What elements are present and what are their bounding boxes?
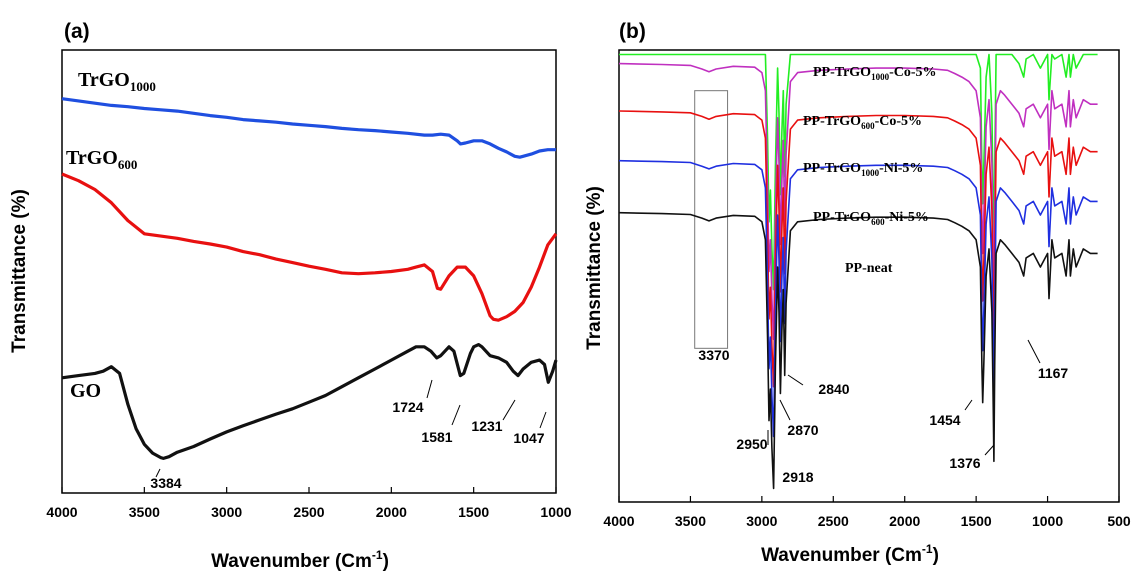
series-label-trgo600: TrGO600 bbox=[66, 147, 137, 172]
panel-a-x-ticks: 4000 3500 3000 2500 2000 1500 1000 bbox=[46, 487, 572, 520]
ann-2950: 2950 bbox=[736, 436, 767, 452]
series-label-pp-trgo600-co: PP-TrGO600-Co-5% bbox=[803, 114, 922, 131]
panel-b: (b) Transmittance (%) Wavenumber (Cm-1) … bbox=[584, 20, 1131, 566]
series-line-pp-neat bbox=[618, 211, 1098, 490]
x-tick-label-1500: 1500 bbox=[961, 513, 992, 529]
panel-a-annotations: 3384 1724 1581 1231 1047 bbox=[150, 379, 547, 491]
ann-1454: 1454 bbox=[929, 412, 960, 428]
ann-1047-leader bbox=[539, 411, 547, 429]
ann-2870-leader bbox=[779, 399, 791, 421]
ann-1581: 1581 bbox=[421, 429, 452, 445]
ann-1231: 1231 bbox=[471, 418, 502, 434]
x-tick-label-1000: 1000 bbox=[1032, 513, 1063, 529]
panel-b-series bbox=[618, 53, 1098, 490]
panel-a-series bbox=[61, 97, 558, 460]
series-label-pp-trgo1000-co: PP-TrGO1000-Co-5% bbox=[813, 65, 937, 82]
ann-1454-leader bbox=[964, 399, 973, 411]
series-line-trgo600 bbox=[61, 172, 558, 322]
x-tick-label-1500: 1500 bbox=[458, 504, 489, 520]
panel-b-x-ticks: 4000 3500 3000 2500 2000 1500 1000 500 bbox=[603, 496, 1131, 529]
x-tick-label-1000: 1000 bbox=[540, 504, 571, 520]
panel-b-frame bbox=[618, 49, 1120, 503]
ann-2840-leader bbox=[787, 374, 804, 386]
series-label-go: GO bbox=[70, 380, 101, 402]
panel-a-ylabel: Transmittance (%) bbox=[9, 189, 30, 353]
x-tick-label-4000: 4000 bbox=[46, 504, 77, 520]
ann-2918: 2918 bbox=[782, 469, 813, 485]
panel-a-xlabel: Wavenumber (Cm-1) bbox=[211, 548, 389, 572]
panel-a: (a) Transmittance (%) Wavenumber (Cm-1) … bbox=[9, 20, 572, 572]
x-tick-label-2500: 2500 bbox=[818, 513, 849, 529]
x-tick-label-3500: 3500 bbox=[129, 504, 160, 520]
series-line-pp-trgo1000-ni-5 bbox=[618, 110, 1098, 388]
series-line-pp-trgo600-co-5 bbox=[618, 62, 1098, 341]
x-tick-label-3500: 3500 bbox=[675, 513, 706, 529]
panel-a-letter: (a) bbox=[64, 20, 90, 43]
series-label-pp-neat: PP-neat bbox=[845, 261, 893, 276]
ann-1581-leader bbox=[451, 404, 461, 426]
ann-2840: 2840 bbox=[818, 381, 849, 397]
ann-1167: 1167 bbox=[1038, 365, 1069, 381]
x-tick-label-2000: 2000 bbox=[376, 504, 407, 520]
panel-b-xlabel: Wavenumber (Cm-1) bbox=[761, 542, 939, 566]
series-line-pp-trgo600-ni-5 bbox=[618, 159, 1098, 438]
series-label-trgo1000: TrGO1000 bbox=[78, 69, 156, 94]
panel-b-ylabel: Transmittance (%) bbox=[584, 186, 605, 350]
x-tick-label-2000: 2000 bbox=[889, 513, 920, 529]
ann-1047: 1047 bbox=[513, 430, 544, 446]
ann-1724-leader bbox=[426, 379, 433, 399]
ann-2870: 2870 bbox=[787, 422, 818, 438]
ann-1724: 1724 bbox=[392, 399, 423, 415]
panel-b-letter: (b) bbox=[619, 20, 646, 43]
ann-3384: 3384 bbox=[150, 475, 181, 491]
ann-1167-leader bbox=[1027, 339, 1041, 364]
series-line-trgo1000 bbox=[61, 97, 556, 159]
ann-1376-leader bbox=[984, 444, 995, 456]
highlight-box-3370 bbox=[694, 90, 729, 349]
series-line-go bbox=[61, 343, 558, 460]
ann-1376: 1376 bbox=[949, 455, 980, 471]
series-label-pp-trgo600-ni: PP-TrGO600-Ni-5% bbox=[813, 210, 929, 227]
series-label-pp-trgo1000-ni: PP-TrGO1000-Ni-5% bbox=[803, 161, 923, 178]
series-line-pp-trgo1000-co-5 bbox=[619, 53, 1098, 291]
ann-3384-leader bbox=[155, 468, 161, 478]
x-tick-label-3000: 3000 bbox=[746, 513, 777, 529]
x-tick-label-500: 500 bbox=[1107, 513, 1131, 529]
ann-1231-leader bbox=[502, 399, 516, 421]
x-tick-label-3000: 3000 bbox=[211, 504, 242, 520]
x-tick-label-4000: 4000 bbox=[603, 513, 634, 529]
panel-b-annotations: 3370 2950 2918 2870 2840 1454 1376 1167 bbox=[698, 339, 1069, 485]
x-tick-label-2500: 2500 bbox=[293, 504, 324, 520]
ann-3370: 3370 bbox=[698, 347, 729, 363]
